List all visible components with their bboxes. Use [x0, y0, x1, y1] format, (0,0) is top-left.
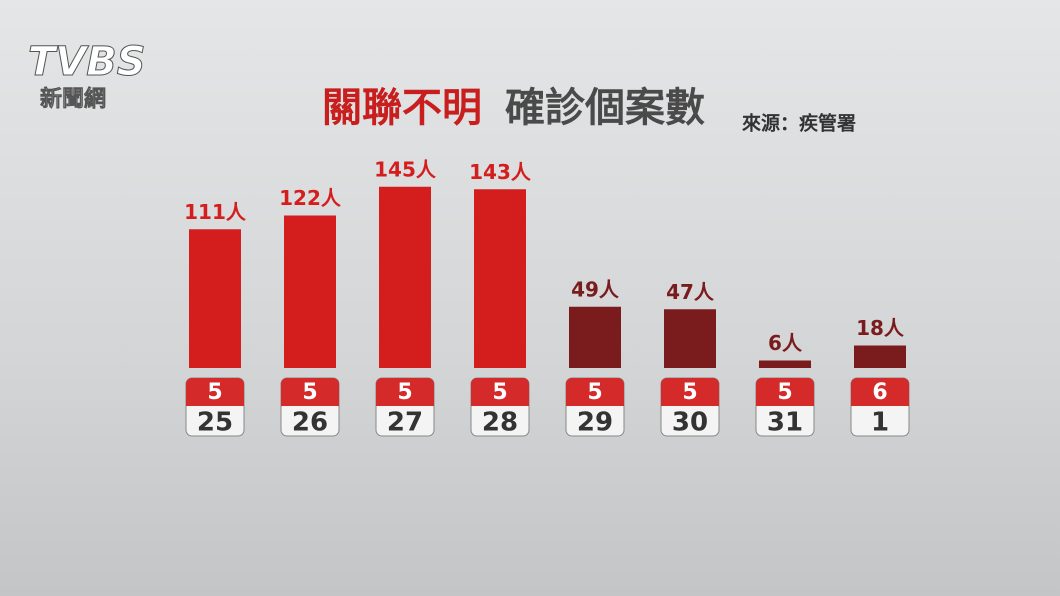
- x-tick-month: 5: [587, 380, 602, 405]
- bar: [474, 189, 526, 368]
- bar: [759, 360, 811, 368]
- x-tick-month: 5: [397, 380, 412, 405]
- calendar-top: [851, 378, 909, 406]
- logo-brand: TVBS: [28, 39, 146, 85]
- logo: TVBS 新聞網: [28, 39, 147, 113]
- calendar-top: [661, 378, 719, 406]
- x-tick-day: 31: [767, 408, 803, 438]
- x-tick-month: 6: [872, 380, 887, 405]
- bar: [379, 186, 431, 368]
- value-label: 122人: [279, 186, 342, 210]
- bar: [284, 215, 336, 368]
- calendar-top: [471, 378, 529, 406]
- value-label: 143人: [469, 160, 532, 184]
- bar: [664, 309, 716, 368]
- x-tick-day: 25: [197, 408, 233, 438]
- x-tick-month: 5: [777, 380, 792, 405]
- calendar-top: [281, 378, 339, 406]
- chart-title: 確診個案數: [505, 85, 705, 131]
- bar: [854, 345, 906, 368]
- value-label: 49人: [571, 277, 620, 301]
- bar: [569, 306, 621, 368]
- calendar-top: [376, 378, 434, 406]
- value-label: 6人: [768, 331, 803, 355]
- calendar-top: [566, 378, 624, 406]
- x-tick-day: 27: [387, 408, 423, 438]
- x-tick-month: 5: [492, 380, 507, 405]
- x-tick-day: 30: [672, 408, 708, 438]
- source: 來源：疾管署: [742, 112, 856, 135]
- calendar-top: [756, 378, 814, 406]
- bar: [189, 229, 241, 368]
- x-tick-month: 5: [682, 380, 697, 405]
- x-tick-month: 5: [302, 380, 317, 405]
- value-label: 111人: [184, 200, 247, 224]
- x-tick-day: 29: [577, 408, 613, 438]
- x-tick-day: 1: [871, 408, 889, 438]
- x-tick-day: 26: [292, 408, 328, 438]
- value-label: 18人: [856, 316, 905, 340]
- chart-title: 關聯不明: [322, 85, 482, 131]
- value-label: 145人: [374, 157, 437, 181]
- logo-sub: 新聞網: [40, 86, 106, 112]
- x-tick-month: 5: [207, 380, 222, 405]
- x-tick-day: 28: [482, 408, 518, 438]
- calendar-top: [186, 378, 244, 406]
- value-label: 47人: [666, 280, 715, 304]
